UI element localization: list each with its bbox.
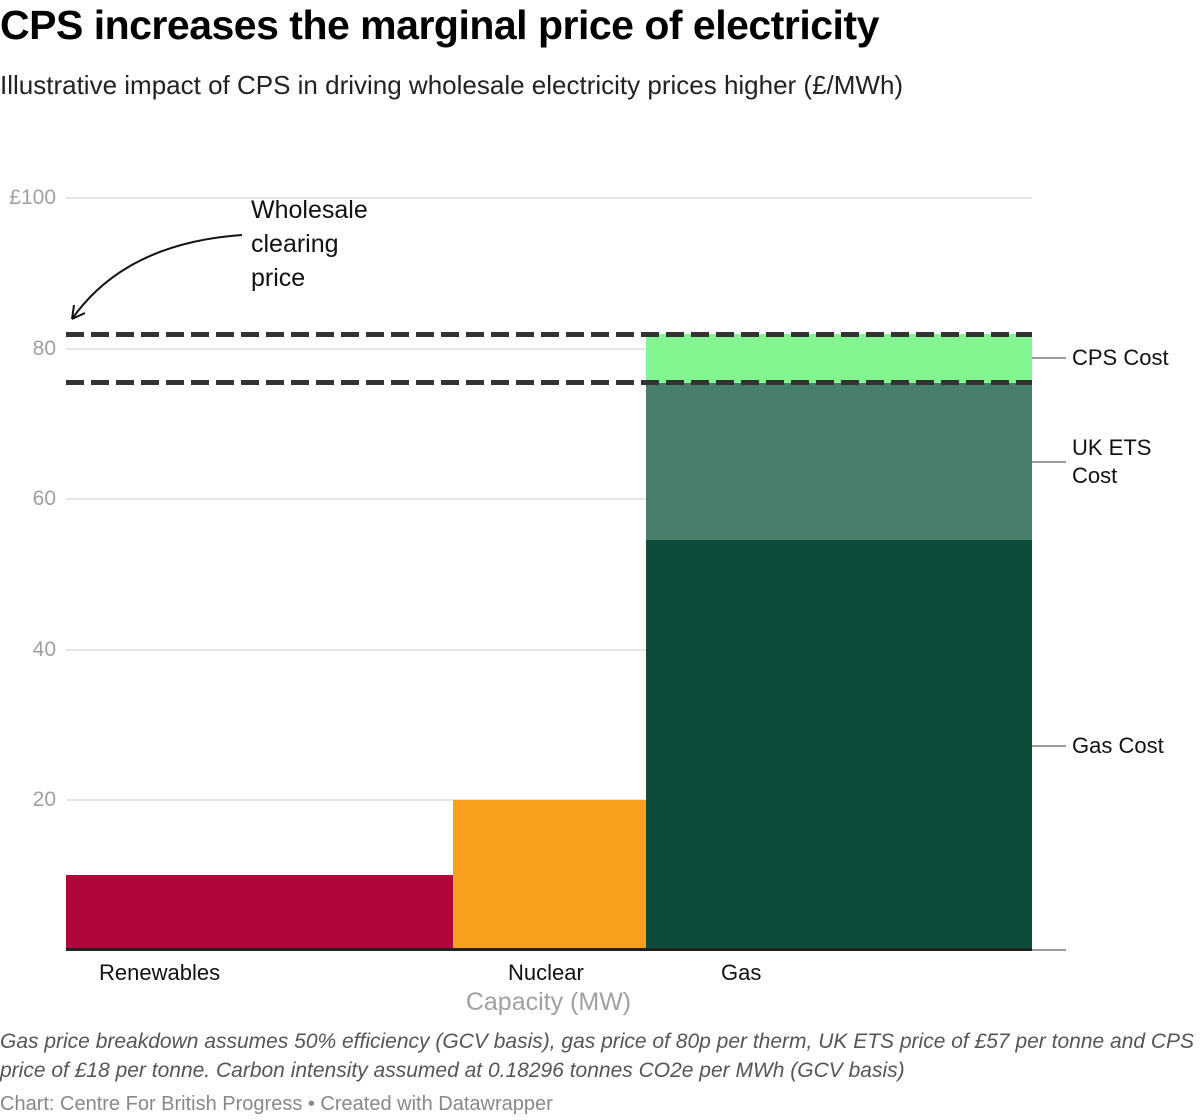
label-ets-line1: UK ETS bbox=[1072, 435, 1152, 460]
clearing-price-line-without-cps bbox=[66, 380, 1032, 385]
y-tick-60: 60 bbox=[32, 487, 56, 510]
gridline-40 bbox=[66, 649, 1032, 651]
bar-gas-cost bbox=[646, 540, 1032, 950]
source-credit: Chart: Centre For British Progress • Cre… bbox=[0, 1093, 553, 1115]
x-label-gas: Gas bbox=[721, 960, 762, 985]
gridline-80 bbox=[66, 348, 1032, 350]
x-axis-baseline-extension bbox=[1032, 949, 1066, 951]
gridline-100 bbox=[66, 197, 1032, 199]
bar-renewables bbox=[66, 875, 453, 950]
label-gas-cost: Gas Cost bbox=[1072, 733, 1164, 758]
label-cps-cost: CPS Cost bbox=[1072, 345, 1169, 370]
chart-subtitle: Illustrative impact of CPS in driving wh… bbox=[0, 70, 904, 100]
y-tick-20: 20 bbox=[32, 788, 56, 811]
annotation-arrow-icon bbox=[71, 234, 243, 320]
y-tick-80: 80 bbox=[32, 337, 56, 360]
x-axis-title: Capacity (MW) bbox=[465, 988, 632, 1016]
annotation-line1: Wholesale bbox=[251, 196, 368, 224]
bar-cps-cost bbox=[646, 334, 1032, 383]
y-tick-40: 40 bbox=[32, 638, 56, 661]
bar-ets-cost bbox=[646, 383, 1032, 540]
x-label-nuclear: Nuclear bbox=[508, 960, 584, 985]
label-ets-cost: UK ETS Cost bbox=[1072, 434, 1151, 490]
footnote: Gas price breakdown assumes 50% efficien… bbox=[0, 1030, 1195, 1082]
x-axis-baseline bbox=[66, 948, 1032, 951]
chart-title: CPS increases the marginal price of elec… bbox=[0, 2, 879, 48]
y-tick-100: £100 bbox=[9, 186, 56, 209]
gas-label-connector bbox=[1032, 745, 1066, 747]
gridline-60 bbox=[66, 498, 1032, 500]
annotation-line2: clearing bbox=[251, 230, 339, 258]
x-label-renewables: Renewables bbox=[99, 960, 221, 985]
annotation-wholesale-clearing-price: Wholesale clearing price bbox=[251, 193, 368, 295]
label-ets-line2: Cost bbox=[1072, 463, 1118, 488]
bar-nuclear bbox=[453, 800, 646, 950]
annotation-line3: price bbox=[251, 264, 306, 292]
clearing-price-line-with-cps bbox=[66, 332, 1032, 337]
ets-label-connector bbox=[1032, 461, 1066, 463]
cps-label-connector bbox=[1032, 357, 1066, 359]
